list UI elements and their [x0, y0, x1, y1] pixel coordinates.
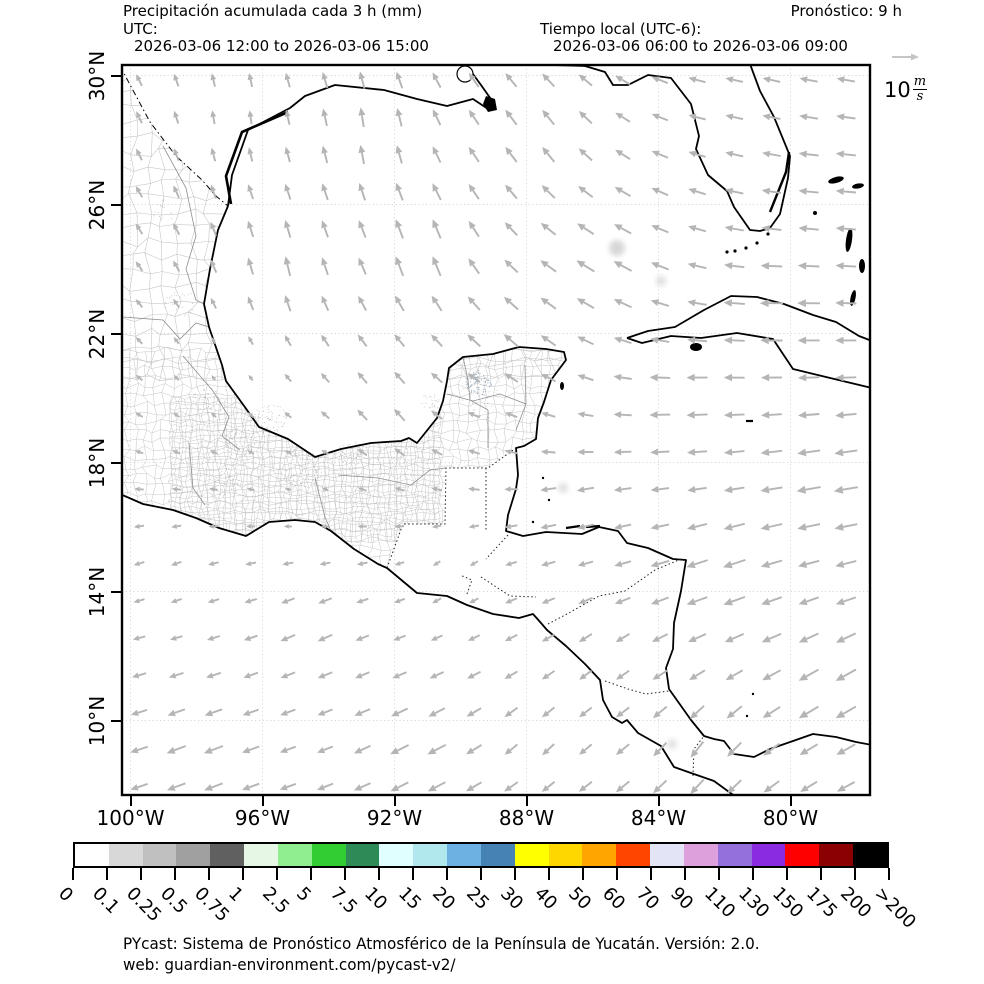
- colorbar-segment: [751, 844, 786, 866]
- colorbar-segment: [514, 844, 549, 866]
- colorbar-tick: [106, 868, 108, 880]
- colorbar-segment: [210, 844, 245, 866]
- colorbar-tick: [854, 868, 856, 880]
- wind-speed-legend: 10 m s: [884, 74, 928, 104]
- colorbar-tick: [242, 868, 244, 880]
- colorbar-segment: [379, 844, 414, 866]
- colorbar-tick: [208, 868, 210, 880]
- reference-wind-arrow-icon: [892, 53, 919, 61]
- colorbar-segment: [616, 844, 651, 866]
- colorbar-segment: [480, 844, 515, 866]
- lat-tick: [111, 590, 122, 593]
- lon-tick-label: 80°W: [762, 806, 819, 830]
- us-mexico-border: [122, 68, 229, 207]
- colorbar-tick: [174, 868, 176, 880]
- lat-tick: [111, 74, 122, 77]
- colorbar-segment: [819, 844, 854, 866]
- lon-tick: [525, 795, 528, 806]
- colorbar-tick: [72, 868, 74, 880]
- lat-tick-label: 10°N: [85, 695, 109, 746]
- lat-tick-label: 18°N: [85, 437, 109, 488]
- colorbar-tick: [514, 868, 516, 880]
- local-time-label: Tiempo local (UTC-6):: [540, 20, 702, 38]
- colorbar-tick: [888, 868, 890, 880]
- lon-tick-label: 92°W: [366, 806, 423, 830]
- colorbar-segment: [345, 844, 380, 866]
- colorbar-tick: [480, 868, 482, 880]
- colorbar-tick: [378, 868, 380, 880]
- utc-time-range: 2026-03-06 12:00 to 2026-03-06 15:00: [134, 37, 429, 55]
- colorbar-segment: [548, 844, 583, 866]
- map-content: [122, 65, 870, 795]
- lat-tick: [111, 719, 122, 722]
- lat-tick: [111, 461, 122, 464]
- colorbar-tick: [344, 868, 346, 880]
- lat-tick-label: 30°N: [85, 50, 109, 101]
- footer-url: web: guardian-environment.com/pycast-v2/: [123, 955, 456, 974]
- lon-tick: [789, 795, 792, 806]
- colorbar-segment: [108, 844, 143, 866]
- lon-tick: [657, 795, 660, 806]
- colorbar-tick: [718, 868, 720, 880]
- country-borders: [386, 447, 705, 777]
- map-frame: [120, 63, 872, 797]
- colorbar-tick: [752, 868, 754, 880]
- islands: [531, 176, 865, 718]
- wind-arrows-shafts: [137, 78, 858, 789]
- precipitation-shading: [558, 240, 677, 749]
- colorbar-segment: [277, 844, 312, 866]
- colorbar-segment: [683, 844, 718, 866]
- colorbar-tick: [446, 868, 448, 880]
- colorbar-segment: [447, 844, 481, 866]
- colorbar-segment: [650, 844, 684, 866]
- lon-tick-label: 100°W: [96, 806, 165, 830]
- lon-tick-label: 96°W: [234, 806, 291, 830]
- colorbar-segment: [582, 844, 617, 866]
- lon-tick-label: 88°W: [498, 806, 555, 830]
- page-title: Precipitación acumulada cada 3 h (mm): [123, 2, 423, 20]
- footer-credit: PYcast: Sistema de Pronóstico Atmosféric…: [123, 934, 760, 953]
- lat-tick-label: 22°N: [85, 308, 109, 359]
- colorbar-segment: [176, 844, 211, 866]
- colorbar-segment: [785, 844, 820, 866]
- utc-label: UTC:: [123, 20, 158, 38]
- lat-tick: [111, 203, 122, 206]
- colorbar-tick: [582, 868, 584, 880]
- lon-tick: [129, 795, 132, 806]
- colorbar-segment: [717, 844, 752, 866]
- colorbar-segment: [142, 844, 177, 866]
- colorbar-segment: [311, 844, 346, 866]
- colorbar-tick: [650, 868, 652, 880]
- colorbar-tick: [548, 868, 550, 880]
- colorbar-tick: [786, 868, 788, 880]
- lat-tick-label: 26°N: [85, 179, 109, 230]
- precipitation-colorbar: [73, 842, 889, 868]
- colorbar-tick: [684, 868, 686, 880]
- lon-tick: [261, 795, 264, 806]
- colorbar-tick: [140, 868, 142, 880]
- colorbar-tick: [412, 868, 414, 880]
- graticule: [122, 65, 870, 795]
- coastline: [122, 65, 870, 795]
- forecast-horizon: Pronóstico: 9 h: [790, 2, 902, 20]
- wind-speed-unit: m s: [912, 74, 928, 104]
- colorbar-tick: [820, 868, 822, 880]
- colorbar-tick: [616, 868, 618, 880]
- local-time-range: 2026-03-06 06:00 to 2026-03-06 09:00: [553, 37, 848, 55]
- wind-speed-value: 10: [884, 78, 911, 102]
- colorbar-segment: [244, 844, 278, 866]
- colorbar-segment: [75, 844, 109, 866]
- lon-tick: [393, 795, 396, 806]
- colorbar-tick: [276, 868, 278, 880]
- colorbar-tick: [310, 868, 312, 880]
- colorbar-segment: [413, 844, 448, 866]
- colorbar-segment: [853, 844, 887, 866]
- lon-tick-label: 84°W: [630, 806, 687, 830]
- lat-tick-label: 14°N: [85, 566, 109, 617]
- lat-tick: [111, 332, 122, 335]
